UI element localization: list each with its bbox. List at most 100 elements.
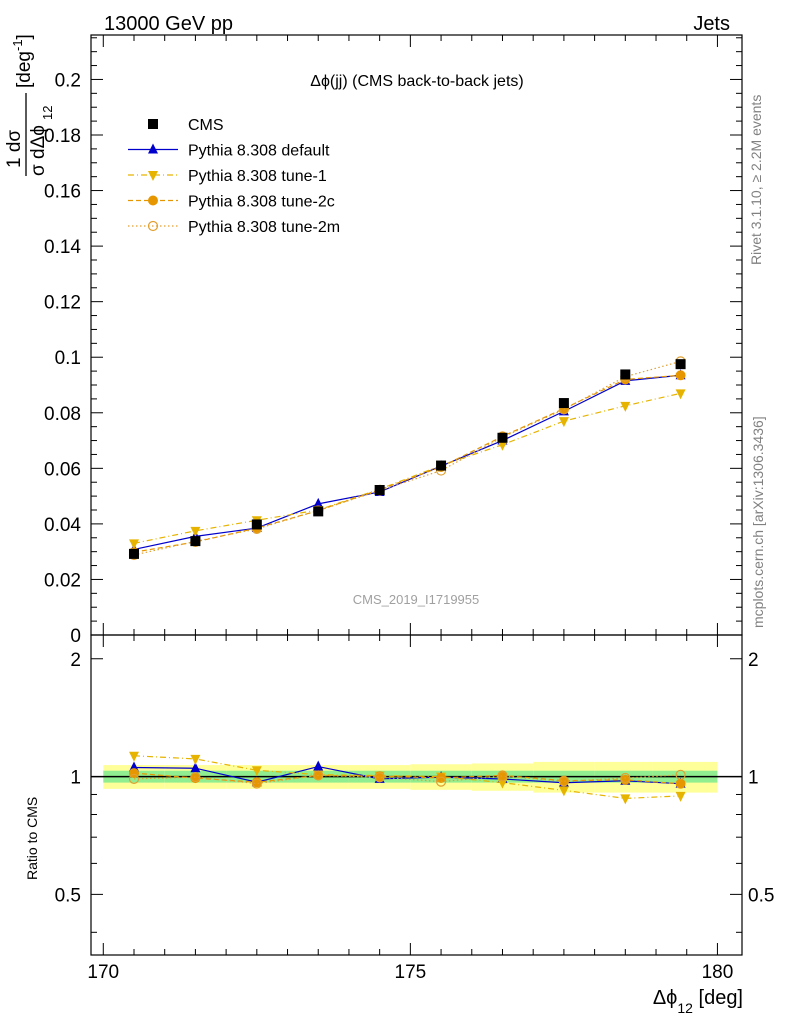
ratio-point-tune1 [558, 786, 569, 797]
ratio-point-tune2m [251, 778, 262, 789]
data-point-cms [190, 536, 201, 547]
ratio-tick-label-left: 2 [70, 650, 81, 671]
legend-label-tune2c: Pythia 8.308 tune-2c [188, 194, 335, 211]
y-axis-label-denominator: σ dΔϕ [28, 125, 49, 176]
ratio-point-default [190, 762, 201, 773]
ratio-point-tune1 [675, 791, 686, 802]
ratio-tick-label-right: 2 [748, 650, 759, 671]
y-tick-label: 0.1 [55, 348, 81, 369]
x-axis-label-sub: 12 [677, 1000, 693, 1016]
legend-marker-cms [148, 119, 158, 129]
y-tick-label: 0.16 [44, 182, 81, 203]
y-tick-label: 0.04 [44, 515, 81, 536]
legend-marker-tune2c [148, 195, 158, 206]
ratio-point-tune2m [675, 769, 686, 780]
y-tick-label: 0.08 [44, 404, 81, 425]
data-point-cms [128, 548, 139, 559]
rivet-label: Rivet 3.1.10, ≥ 2.2M events [748, 95, 764, 265]
ratio-point-tune1 [128, 751, 139, 762]
legend-label-default: Pythia 8.308 default [188, 143, 330, 160]
legend-marker-tune2m [147, 220, 159, 232]
data-point-tune1 [497, 440, 508, 451]
ratio-tick-label-right: 1 [748, 768, 759, 789]
ratio-tick-label-left: 1 [70, 768, 81, 789]
svg-text:Δϕ12 [deg]: Δϕ12 [deg] [653, 987, 743, 1016]
data-point-cms [620, 369, 631, 380]
ratio-tick-label-right: 0.5 [748, 885, 774, 906]
y-tick-label: 0.12 [44, 293, 81, 314]
legend: CMS Pythia 8.308 default Pythia 8.308 tune… [128, 117, 340, 236]
data-point-tune1 [558, 417, 569, 428]
legend-label-tune1: Pythia 8.308 tune-1 [188, 168, 327, 185]
ratio-y-axis-label: Ratio to CMS [24, 797, 40, 880]
ratio-line-default [133, 765, 681, 785]
data-point-cms [436, 460, 447, 471]
legend-label-tune2m: Pythia 8.308 tune-2m [188, 219, 340, 236]
data-point-cms [374, 485, 385, 495]
ratio-point-tune1 [190, 754, 201, 765]
data-point-cms [558, 398, 569, 409]
y-axis-label-unit-sup: -1 [10, 39, 25, 51]
data-point-tune1 [620, 401, 631, 412]
y-axis-label-numerator: 1 dσ [4, 130, 25, 168]
y-tick-label: 0 [70, 626, 81, 647]
ratio-line-tune2m [133, 774, 681, 785]
chart-title: Δϕ(jj) (CMS back-to-back jets) [310, 73, 523, 90]
x-axis-label-unit: [deg] [693, 987, 743, 1009]
header-left: 13000 GeV pp [104, 13, 233, 35]
y-tick-label: 0.14 [44, 237, 81, 258]
ratio-point-tune2m [374, 772, 385, 783]
data-point-cms [313, 506, 324, 517]
ratio-point-tune1 [620, 794, 631, 805]
data-point-tune2c [675, 370, 686, 381]
series-line-tune2m [133, 360, 681, 556]
ratio-point-default [313, 760, 324, 771]
y-axis-label: 1 dσ σ dΔϕ 12 [deg-1] [4, 34, 55, 176]
data-point-tune1 [675, 389, 686, 400]
x-axis-label: Δϕ12 [deg] [653, 987, 743, 1016]
ratio-point-tune2c [497, 770, 508, 781]
x-tick-label: 175 [395, 962, 427, 983]
ratio-point-tune2m [435, 776, 447, 787]
x-tick-label: 170 [87, 962, 119, 983]
mcplots-label: mcplots.cern.ch [arXiv:1306.3436] [750, 416, 766, 628]
series-line-tune2c [133, 374, 681, 553]
series-line-default [133, 374, 681, 551]
data-point-tune1 [128, 539, 139, 550]
legend-marker-default [148, 143, 158, 154]
data-point-tune1 [190, 526, 201, 537]
ratio-point-tune2m [190, 771, 201, 783]
ratio-point-tune2m [128, 773, 140, 785]
svg-text:[deg-1]: [deg-1] [10, 34, 35, 88]
y-axis-label-unit: [deg [14, 51, 35, 88]
x-tick-label: 180 [702, 962, 734, 983]
legend-marker-tune1 [148, 171, 158, 181]
data-point-cms [251, 519, 262, 530]
data-point-cms [497, 432, 508, 443]
ratio-point-tune2c [436, 772, 447, 783]
y-tick-label: 0.18 [44, 126, 81, 147]
y-axis-label-sub: 12 [40, 106, 55, 120]
ratio-plot-frame [90, 634, 743, 956]
ratio-series [128, 751, 686, 805]
ratio-point-tune2m [497, 770, 508, 782]
data-point-default [313, 497, 324, 508]
data-point-cms [675, 359, 686, 370]
ratio-point-tune2m [313, 770, 324, 781]
ratio-point-tune2c [675, 778, 686, 789]
ratio-point-tune2m [558, 776, 569, 787]
watermark: CMS_2019_I1719955 [353, 592, 480, 607]
legend-label-cms: CMS [188, 117, 224, 134]
y-tick-label: 0.2 [55, 70, 81, 91]
x-axis-label-main: Δϕ [653, 987, 678, 1009]
y-tick-label: 0.02 [44, 570, 81, 591]
ratio-point-tune2m [620, 772, 631, 784]
ratio-point-tune1 [497, 778, 508, 789]
ratio-tick-label-left: 0.5 [55, 885, 81, 906]
ratio-point-tune1 [251, 766, 262, 777]
main-series [128, 356, 686, 561]
y-tick-label: 0.06 [44, 459, 81, 480]
series-line-tune1 [133, 392, 681, 544]
header-right: Jets [693, 13, 730, 35]
